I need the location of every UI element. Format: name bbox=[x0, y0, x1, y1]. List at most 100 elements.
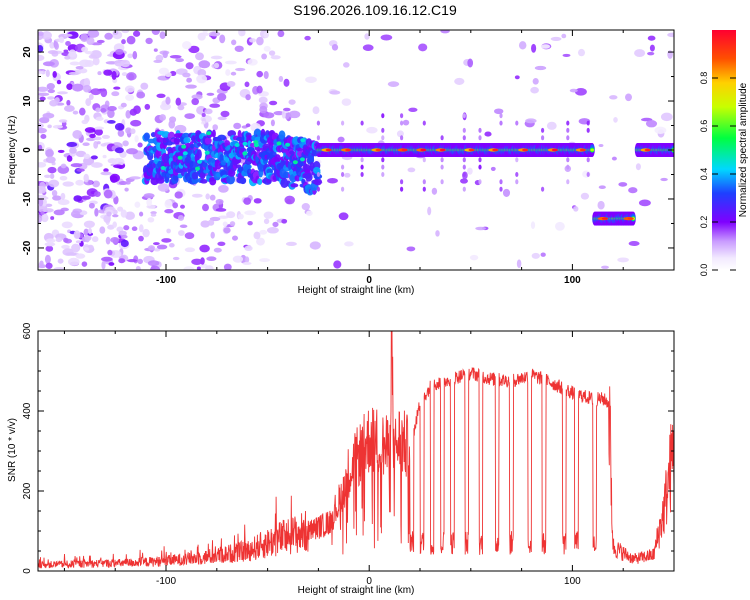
heatmap-cell bbox=[160, 166, 166, 170]
heatmap-cell bbox=[197, 142, 202, 147]
heatmap-cell bbox=[341, 172, 345, 177]
heatmap-cell bbox=[103, 214, 111, 223]
heatmap-cell bbox=[142, 228, 150, 238]
heatmap-cell bbox=[91, 162, 103, 168]
heatmap-cell bbox=[52, 70, 57, 78]
heatmap-cell bbox=[287, 161, 292, 171]
heatmap-cell bbox=[422, 120, 426, 126]
heatmap-cell bbox=[109, 173, 120, 183]
heatmap-cell bbox=[183, 266, 195, 270]
x-tick-label: 100 bbox=[564, 275, 581, 286]
heatmap-cell bbox=[101, 260, 106, 270]
heatmap-cell bbox=[522, 148, 529, 152]
heatmap-cell bbox=[207, 219, 215, 226]
heatmap-cell bbox=[153, 248, 161, 252]
heatmap-cell bbox=[407, 167, 416, 173]
snr-x-ticks: -100 0 100 bbox=[63, 331, 675, 587]
heatmap-cell bbox=[253, 140, 259, 145]
heatmap-cell bbox=[418, 43, 428, 52]
spectrogram-x-label: Height of straight line (km) bbox=[298, 285, 415, 296]
heatmap-cell bbox=[381, 164, 385, 170]
heatmap-cell bbox=[174, 191, 183, 199]
heatmap-cell bbox=[380, 34, 393, 41]
heatmap-cell bbox=[305, 76, 317, 83]
heatmap-cell bbox=[266, 227, 279, 234]
heatmap-cell bbox=[617, 257, 629, 263]
heatmap-cell bbox=[420, 148, 427, 152]
heatmap-cell bbox=[58, 119, 68, 123]
heatmap-cell bbox=[200, 115, 212, 123]
heatmap-cell bbox=[117, 206, 124, 212]
heatmap-cell bbox=[230, 71, 237, 76]
heatmap-cell bbox=[273, 110, 285, 116]
heatmap-cell bbox=[161, 238, 172, 243]
heatmap-cell bbox=[274, 154, 281, 164]
heatmap-cell bbox=[462, 157, 466, 163]
heatmap-cell bbox=[118, 230, 127, 237]
snr-y-label: SNR (10 * v/v) bbox=[7, 418, 18, 482]
heatmap-cell bbox=[65, 252, 77, 256]
heatmap-cell bbox=[219, 34, 226, 44]
x-tick-label: -100 bbox=[156, 576, 176, 587]
heatmap-cell bbox=[153, 59, 163, 63]
heatmap-cell bbox=[138, 235, 144, 242]
heatmap-cell bbox=[138, 211, 144, 217]
heatmap-cell bbox=[440, 179, 444, 185]
heatmap-cell bbox=[281, 110, 286, 119]
y-tick-label: 20 bbox=[22, 46, 33, 58]
heatmap-cell bbox=[107, 106, 117, 112]
heatmap-cell bbox=[494, 108, 504, 115]
heatmap-cell bbox=[151, 265, 156, 270]
heatmap-cell bbox=[210, 55, 223, 60]
heatmap-cell bbox=[541, 127, 545, 133]
heatmap-cell bbox=[375, 148, 382, 152]
heatmap-cell bbox=[242, 261, 252, 265]
heatmap-cell bbox=[177, 155, 183, 160]
heatmap-cell bbox=[202, 162, 208, 168]
heatmap-cell bbox=[325, 148, 332, 152]
heatmap-cell bbox=[143, 193, 155, 199]
heatmap-cell bbox=[218, 185, 229, 193]
heatmap-cell bbox=[196, 105, 207, 115]
heatmap-cell bbox=[94, 208, 99, 217]
heatmap-cell bbox=[292, 160, 298, 165]
snr-series-line bbox=[38, 331, 674, 569]
spectrogram-x-ticks: -100 0 100 bbox=[63, 30, 675, 286]
heatmap-cell bbox=[156, 137, 165, 143]
heatmap-cell bbox=[579, 148, 586, 152]
heatmap-cell bbox=[181, 132, 190, 139]
heatmap-cell bbox=[156, 93, 166, 99]
heatmap-cell bbox=[362, 44, 374, 51]
heatmap-cell bbox=[381, 127, 385, 133]
heatmap-cell bbox=[525, 118, 537, 124]
heatmap-cell bbox=[278, 130, 286, 140]
heatmap-cell bbox=[88, 202, 95, 209]
heatmap-cell bbox=[129, 176, 141, 180]
heatmap-cell bbox=[468, 148, 475, 152]
heatmap-cell bbox=[51, 189, 58, 197]
heatmap-cell bbox=[546, 121, 557, 130]
heatmap-cell bbox=[341, 164, 345, 170]
heatmap-cell bbox=[120, 102, 127, 108]
heatmap-cell bbox=[191, 172, 199, 180]
heatmap-cell bbox=[164, 199, 173, 209]
heatmap-cell bbox=[113, 164, 123, 169]
heatmap-cell bbox=[185, 84, 197, 89]
heatmap-cell bbox=[208, 31, 221, 37]
heatmap-cell bbox=[566, 157, 570, 163]
heatmap-cell bbox=[638, 199, 651, 207]
heatmap-cell bbox=[566, 135, 570, 141]
heatmap-cell bbox=[127, 259, 138, 263]
heatmap-cell bbox=[103, 189, 113, 199]
heatmap-cell bbox=[73, 195, 82, 202]
heatmap-cell bbox=[47, 50, 58, 55]
heatmap-cell bbox=[215, 198, 224, 205]
heatmap-cell bbox=[530, 221, 536, 230]
heatmap-cell bbox=[150, 211, 157, 215]
heatmap-cell bbox=[569, 88, 578, 93]
y-tick-label: 600 bbox=[22, 322, 33, 339]
heatmap-cell bbox=[118, 180, 128, 186]
heatmap-cell bbox=[38, 197, 44, 207]
heatmap-cell bbox=[95, 116, 104, 121]
heatmap-cell bbox=[259, 229, 268, 235]
